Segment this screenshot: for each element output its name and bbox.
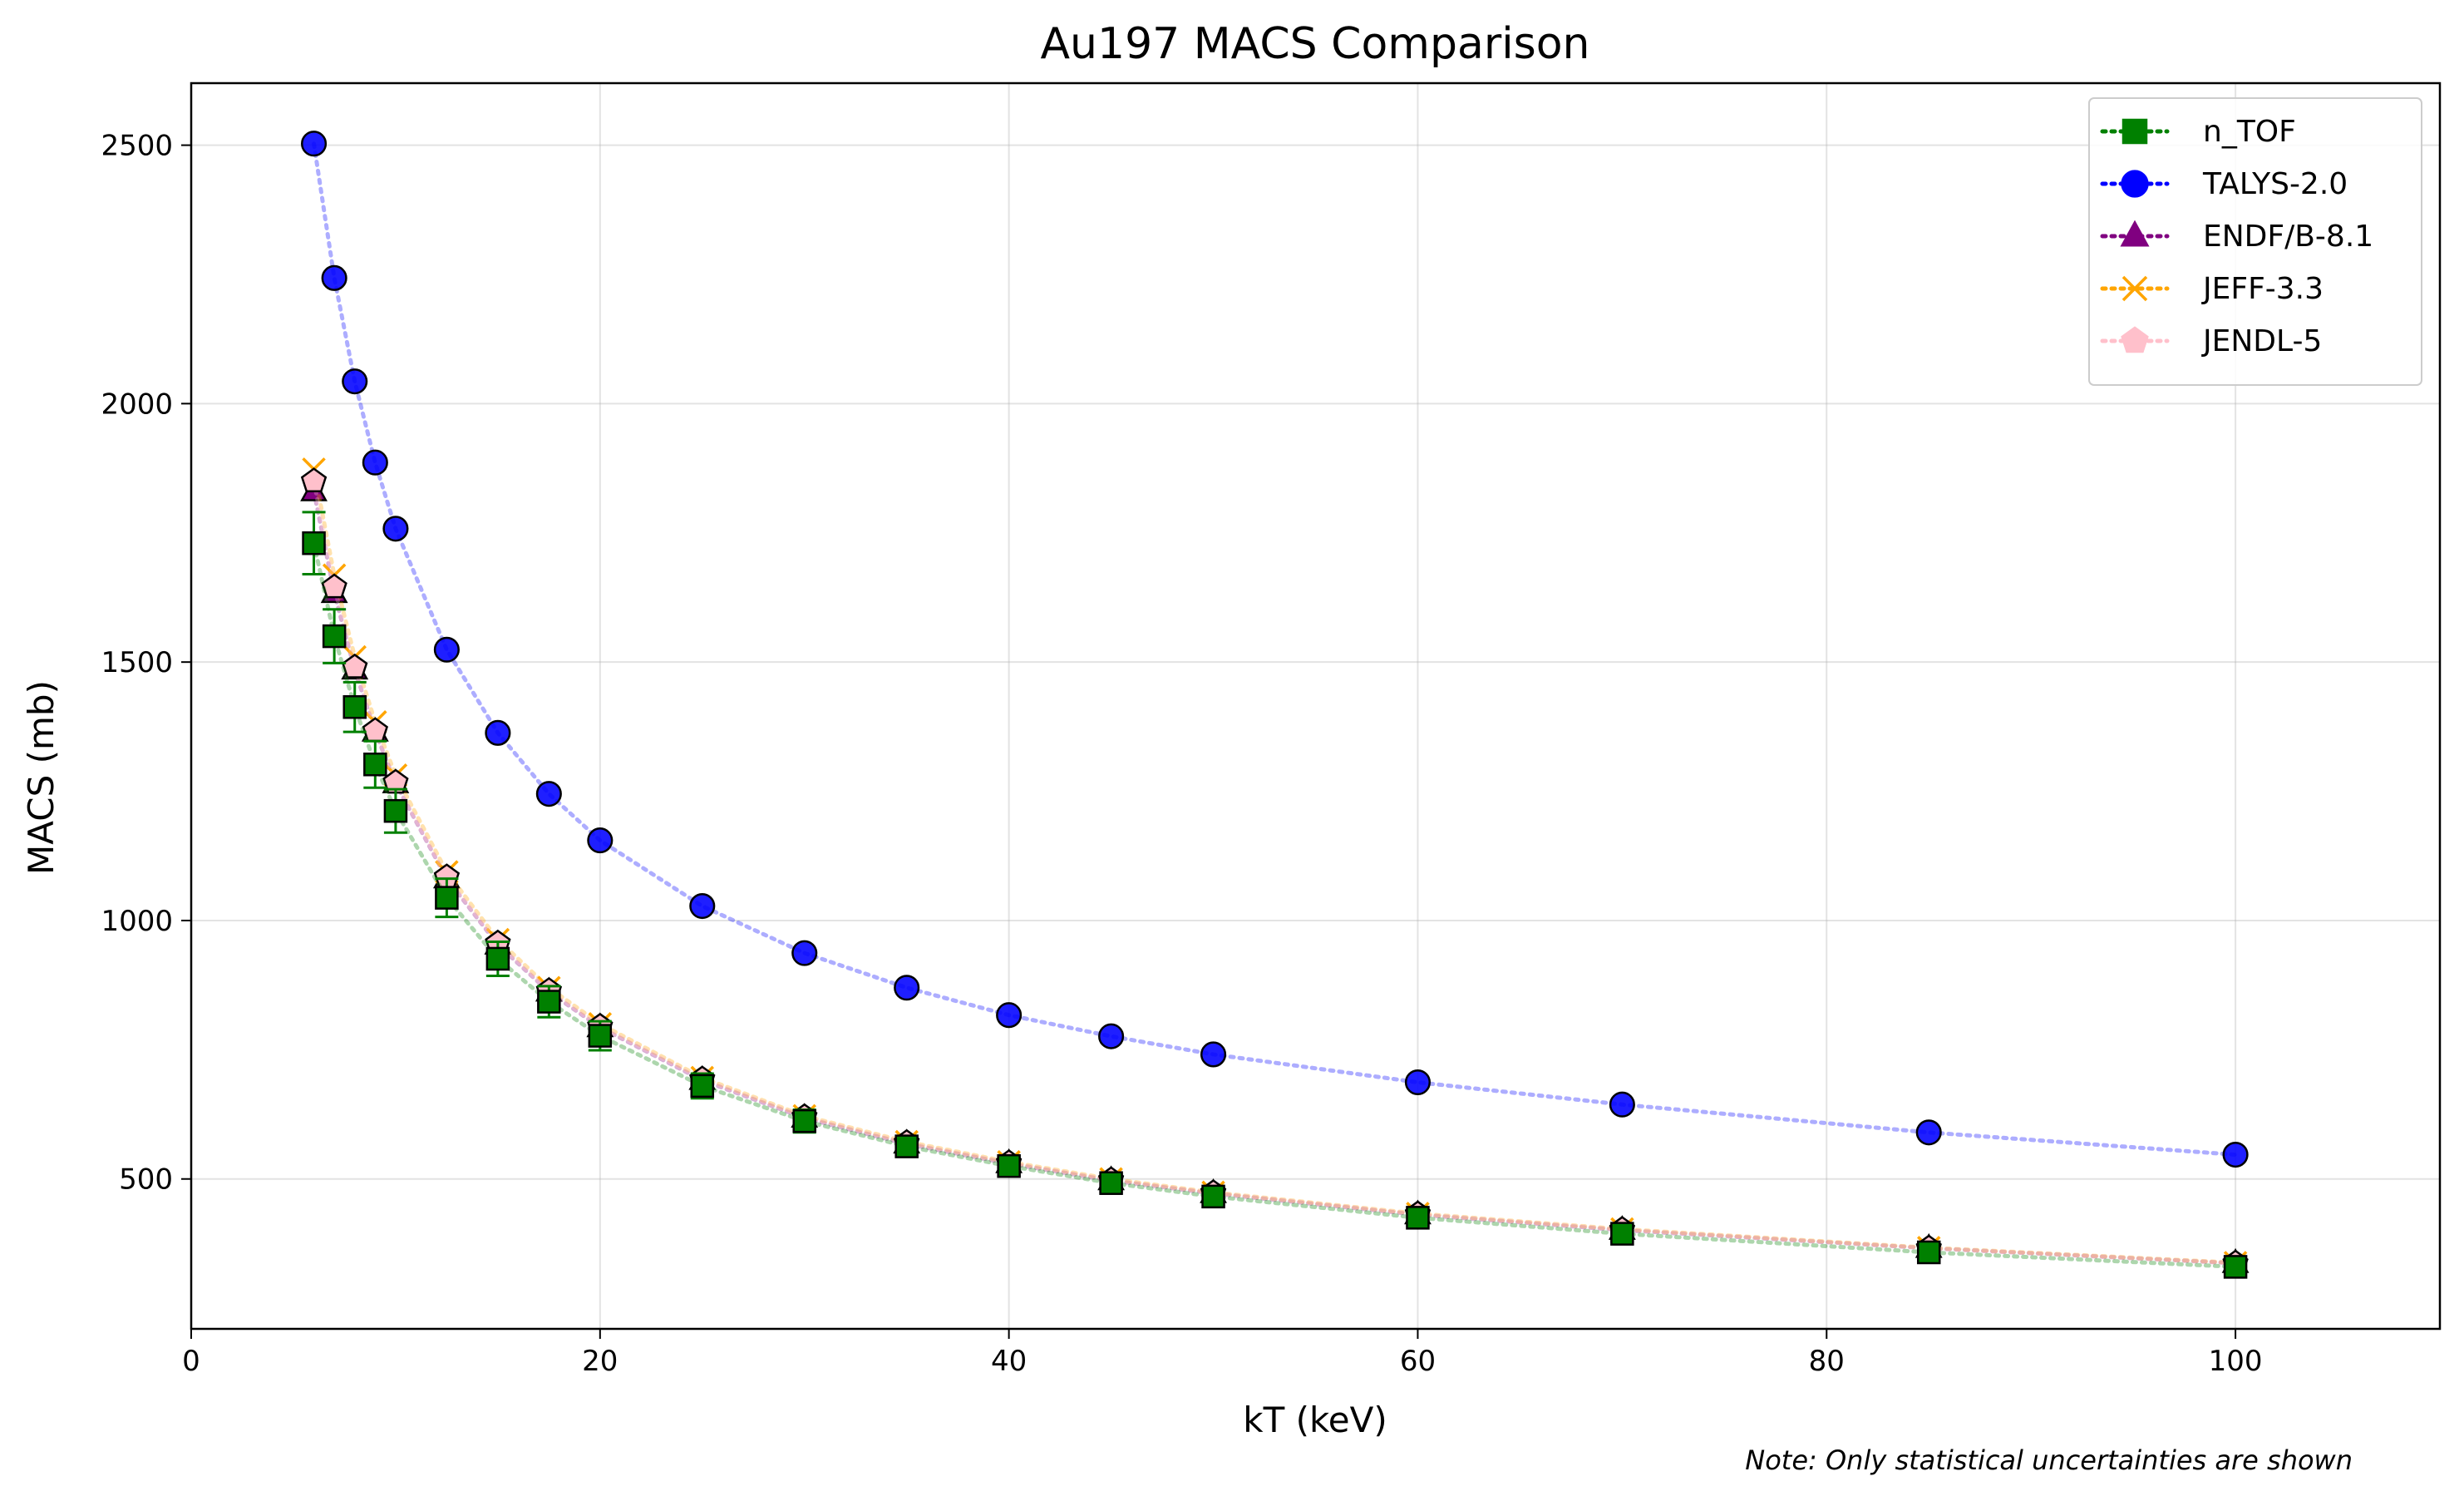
data-point-n-tof — [485, 946, 510, 971]
data-point-talys-2-0 — [362, 449, 388, 476]
legend-marker-jendl-5 — [2121, 326, 2149, 353]
data-point-n-tof — [1916, 1240, 1941, 1265]
data-point-n-tof — [435, 886, 459, 910]
data-point-talys-2-0 — [689, 893, 716, 920]
legend-item-jendl-5: JENDL-5 — [2100, 324, 2322, 358]
chart-title: Au197 MACS Comparison — [1040, 19, 1589, 69]
data-point-talys-2-0 — [587, 827, 614, 854]
legend-label: JENDL-5 — [2201, 324, 2322, 358]
data-point-n-tof — [1610, 1222, 1634, 1246]
y-tick-label: 1500 — [101, 646, 173, 679]
data-point-n-tof — [894, 1134, 919, 1158]
x-tick-label: 80 — [1809, 1345, 1845, 1378]
data-point-talys-2-0 — [1098, 1023, 1125, 1049]
legend-label: n_TOF — [2203, 115, 2296, 149]
data-point-talys-2-0 — [996, 1002, 1023, 1029]
data-point-talys-2-0 — [342, 368, 368, 395]
data-point-n-tof — [322, 624, 347, 649]
legend-marker-jeff-3-3 — [2122, 275, 2148, 302]
data-point-jendl-5 — [321, 573, 347, 599]
legend-marker-talys-2-0 — [2121, 170, 2149, 198]
legend-item-endf-b-8-1: ENDF/B-8.1 — [2100, 220, 2373, 254]
data-point-talys-2-0 — [382, 516, 409, 542]
data-point-talys-2-0 — [1200, 1041, 1227, 1068]
data-point-n-tof — [792, 1108, 816, 1133]
data-point-n-tof — [1406, 1206, 1430, 1230]
data-point-talys-2-0 — [1404, 1069, 1432, 1096]
data-point-talys-2-0 — [2222, 1141, 2249, 1168]
x-tick-label: 40 — [991, 1345, 1027, 1378]
data-point-n-tof — [1099, 1171, 1123, 1195]
data-point-n-tof — [363, 752, 387, 777]
data-point-n-tof — [588, 1024, 613, 1048]
legend-marker-n-tof — [2122, 118, 2148, 145]
legend-label: TALYS-2.0 — [2202, 167, 2348, 201]
data-point-talys-2-0 — [791, 940, 818, 966]
data-point-n-tof — [1201, 1184, 1225, 1209]
legend-marker-endf-b-8-1 — [2120, 220, 2150, 247]
legend-frame — [2088, 97, 2422, 386]
x-tick-label: 60 — [1400, 1345, 1436, 1378]
data-point-jendl-5 — [300, 467, 328, 492]
data-point-n-tof — [537, 990, 561, 1014]
data-point-talys-2-0 — [433, 636, 460, 663]
y-axis-label: MACS (mb) — [21, 680, 62, 875]
y-tick-label: 1000 — [101, 905, 173, 938]
footnote-note: Note: Only statistical uncertainties are… — [1745, 1444, 2353, 1476]
legend-label: ENDF/B-8.1 — [2203, 220, 2373, 254]
data-point-talys-2-0 — [1915, 1119, 1942, 1146]
legend-item-talys-2-0: TALYS-2.0 — [2100, 167, 2348, 201]
legend: n_TOF TALYS-2.0 ENDF/B-8.1 JEFF-3.3 JENDL-5 — [2088, 97, 2422, 386]
x-tick-label: 20 — [582, 1345, 618, 1378]
x-axis-label: kT (keV) — [1243, 1400, 1387, 1440]
x-marker-stroke — [2122, 275, 2148, 302]
data-point-n-tof — [997, 1153, 1021, 1178]
data-point-talys-2-0 — [485, 719, 511, 746]
x-tick-label: 0 — [182, 1345, 200, 1378]
legend-label: JEFF-3.3 — [2201, 272, 2324, 306]
data-point-talys-2-0 — [535, 781, 562, 807]
y-tick-label: 2500 — [101, 130, 173, 163]
legend-item-jeff-3-3: JEFF-3.3 — [2100, 272, 2324, 306]
data-point-n-tof — [2223, 1255, 2248, 1279]
x-tick-label: 100 — [2209, 1345, 2263, 1378]
y-tick-label: 2000 — [101, 388, 173, 421]
plot-frame — [190, 81, 2442, 1331]
data-point-talys-2-0 — [894, 975, 920, 1001]
data-point-n-tof — [383, 798, 408, 823]
data-point-talys-2-0 — [1609, 1091, 1635, 1118]
legend-item-n-tof: n_TOF — [2100, 115, 2296, 149]
data-point-talys-2-0 — [321, 264, 347, 291]
series-talys-2-0 — [300, 131, 2249, 1168]
series-n-tof — [302, 511, 2248, 1279]
data-point-n-tof — [690, 1074, 715, 1099]
data-point-n-tof — [302, 531, 326, 555]
y-tick-label: 500 — [119, 1163, 173, 1197]
data-point-n-tof — [342, 694, 367, 719]
data-point-talys-2-0 — [300, 131, 328, 157]
